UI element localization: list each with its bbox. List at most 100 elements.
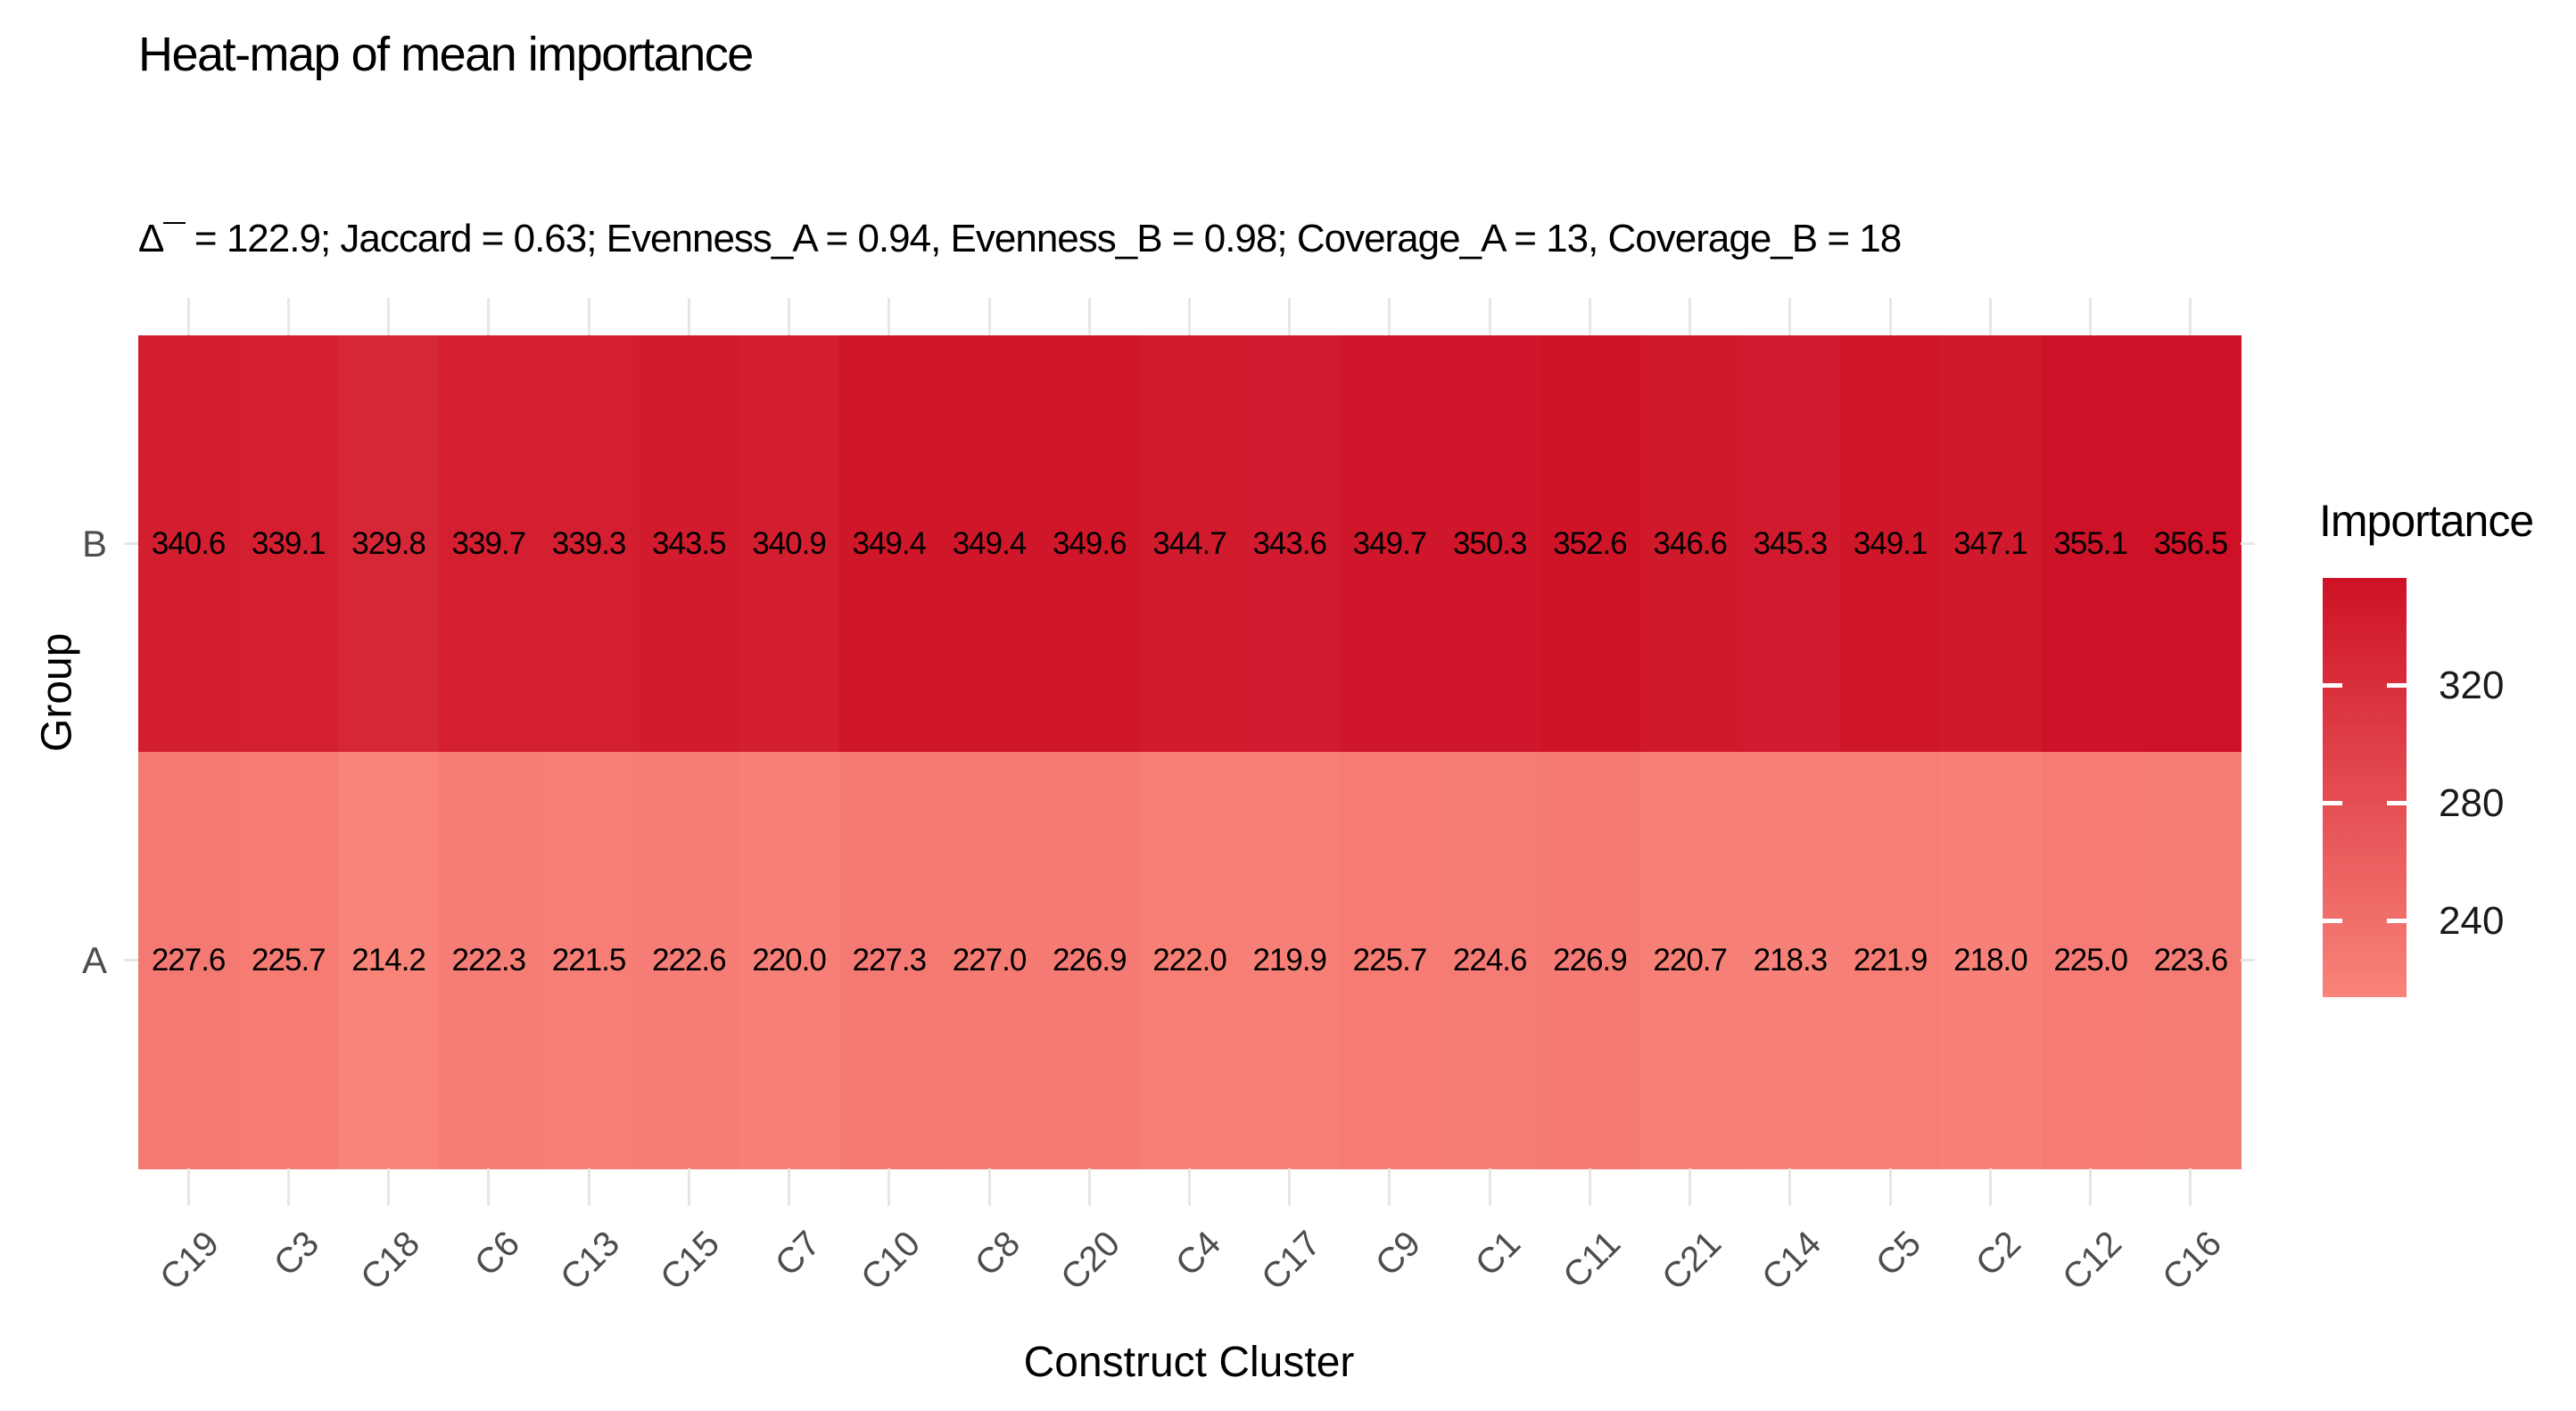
cell-value-label: 221.9 [1853, 942, 1928, 978]
heatmap-tile [1339, 752, 1441, 1169]
axis-tick-top [2089, 298, 2093, 335]
legend-tick-label: 320 [2439, 663, 2505, 707]
y-axis-title: Group [33, 632, 81, 752]
axis-tick-bottom [1588, 1168, 1591, 1206]
axis-tick-top [1188, 298, 1191, 335]
heatmap-tile [1940, 752, 2042, 1169]
cell-value-label: 221.5 [551, 942, 627, 978]
axis-tick-bottom [587, 1168, 590, 1206]
heatmap-tile [1339, 335, 1441, 753]
cell-value-label: 227.3 [852, 942, 927, 978]
cell-value-label: 227.6 [151, 942, 227, 978]
axis-tick-top [1388, 298, 1391, 335]
axis-tick-bottom [186, 1168, 190, 1206]
heatmap-tile [739, 752, 840, 1169]
axis-tick-top [286, 298, 290, 335]
axis-tick-top [1588, 298, 1591, 335]
cell-value-label: 218.3 [1753, 942, 1829, 978]
axis-tick-top [1288, 298, 1292, 335]
axis-tick-top [387, 298, 391, 335]
cell-value-label: 347.1 [1953, 525, 2028, 561]
y-tick-label: A [81, 938, 107, 981]
axis-tick-bottom [387, 1168, 391, 1206]
axis-tick-bottom [1188, 1168, 1191, 1206]
axis-tick-left [124, 959, 138, 961]
cell-value-label: 224.6 [1452, 942, 1528, 978]
y-tick-label: B [81, 522, 107, 565]
heatmap-tile [1540, 752, 1641, 1169]
axis-tick-top [1488, 298, 1491, 335]
axis-tick-top [587, 298, 590, 335]
cell-value-label: 218.0 [1953, 942, 2028, 978]
cell-value-label: 226.9 [1553, 942, 1628, 978]
cell-value-label: 356.5 [2153, 525, 2229, 561]
heatmap-tile [1840, 335, 1942, 753]
axis-tick-top [487, 298, 491, 335]
axis-tick-bottom [1988, 1168, 1992, 1206]
heatmap-tile [639, 752, 740, 1169]
cell-value-label: 339.1 [252, 525, 326, 561]
legend-tick-notch [2387, 801, 2407, 806]
axis-tick-right [2241, 542, 2255, 545]
axis-tick-top [1688, 298, 1692, 335]
heatmap-tile [138, 752, 240, 1169]
heatmap-tile [1239, 335, 1341, 753]
chart-subtitle: Δ¯ = 122.9; Jaccard = 0.63; Evenness_A =… [138, 217, 1902, 260]
heatmap-tile [1739, 752, 1841, 1169]
heatmap-tile [538, 335, 640, 753]
axis-tick-right [2241, 959, 2255, 961]
axis-tick-bottom [888, 1168, 891, 1206]
cell-value-label: 343.5 [652, 525, 727, 561]
heatmap-tile [1440, 335, 1541, 753]
cell-value-label: 343.6 [1252, 525, 1327, 561]
cell-value-label: 344.7 [1152, 525, 1227, 561]
cell-value-label: 220.0 [752, 942, 827, 978]
axis-tick-bottom [788, 1168, 791, 1206]
cell-value-label: 349.7 [1352, 525, 1428, 561]
heatmap-tile [1639, 335, 1741, 753]
axis-tick-top [1788, 298, 1792, 335]
axis-tick-bottom [1688, 1168, 1692, 1206]
heatmap-tile [1639, 752, 1741, 1169]
heatmap-tile [739, 335, 840, 753]
heatmap-tile [438, 335, 540, 753]
cell-value-label: 222.6 [652, 942, 727, 978]
axis-tick-bottom [1288, 1168, 1292, 1206]
heatmap-tile [1440, 752, 1541, 1169]
heatmap-tile [238, 752, 340, 1169]
cell-value-label: 223.6 [2153, 942, 2229, 978]
axis-tick-bottom [987, 1168, 991, 1206]
cell-value-label: 350.3 [1452, 525, 1528, 561]
heatmap-tile [538, 752, 640, 1169]
cell-value-label: 220.7 [1653, 942, 1728, 978]
axis-tick-top [1988, 298, 1992, 335]
axis-tick-bottom [1888, 1168, 1892, 1206]
cell-value-label: 339.7 [451, 525, 527, 561]
axis-tick-top [788, 298, 791, 335]
axis-tick-bottom [1388, 1168, 1391, 1206]
heatmap-tile [338, 335, 440, 753]
heatmap-tile [2040, 335, 2142, 753]
axis-tick-bottom [286, 1168, 290, 1206]
legend-tick-label: 240 [2439, 898, 2505, 943]
axis-tick-bottom [2189, 1168, 2192, 1206]
cell-value-label: 227.0 [952, 942, 1028, 978]
heatmap-tile [1540, 335, 1641, 753]
heatmap-tile [1139, 752, 1241, 1169]
heatmap-tile [338, 752, 440, 1169]
axis-tick-bottom [487, 1168, 491, 1206]
axis-tick-top [888, 298, 891, 335]
axis-tick-top [687, 298, 690, 335]
axis-tick-top [186, 298, 190, 335]
axis-tick-bottom [1788, 1168, 1792, 1206]
axis-tick-bottom [2089, 1168, 2093, 1206]
x-axis-title: Construct Cluster [1023, 1339, 1355, 1386]
cell-value-label: 355.1 [2053, 525, 2128, 561]
legend-tick-notch [2323, 919, 2342, 924]
heatmap-tile [1940, 335, 2042, 753]
cell-value-label: 340.9 [752, 525, 827, 561]
cell-value-label: 349.4 [852, 525, 927, 561]
cell-value-label: 339.3 [551, 525, 627, 561]
heatmap-tile [2040, 752, 2142, 1169]
